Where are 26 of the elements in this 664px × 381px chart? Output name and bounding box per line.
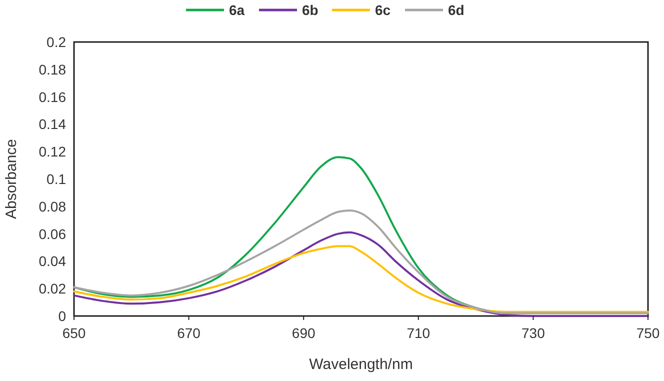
- x-tick-label: 750: [636, 325, 660, 341]
- y-tick-label: 0.02: [38, 280, 66, 297]
- legend-label: 6d: [448, 2, 464, 18]
- legend-label: 6c: [375, 2, 391, 18]
- y-tick-label: 0.14: [38, 116, 66, 132]
- line-series: [73, 231, 649, 317]
- y-tick-label: 0.06: [38, 226, 66, 242]
- legend-label: 6b: [302, 2, 318, 18]
- line-series: [73, 210, 649, 314]
- y-tick-label: 0: [58, 308, 66, 324]
- y-tick-label: 0.12: [38, 144, 66, 160]
- y-tick-label: 0.16: [38, 88, 66, 105]
- x-tick-label: 650: [62, 325, 86, 341]
- y-axis-title: Absorbance: [3, 138, 20, 220]
- line-series: [73, 245, 649, 313]
- x-tick-label: 690: [292, 325, 316, 341]
- y-tick-label: 0.1: [46, 171, 66, 187]
- y-tick-label: 0.2: [46, 34, 66, 50]
- x-tick-label: 730: [522, 325, 546, 341]
- y-tick-label: 0.04: [38, 253, 66, 270]
- legend-label: 6a: [229, 2, 245, 18]
- y-tick-label: 0.08: [38, 198, 66, 214]
- x-axis-title: Wavelength/nm: [309, 356, 413, 373]
- x-tick-label: 710: [406, 325, 430, 341]
- y-tick-label: 0.18: [38, 61, 66, 78]
- x-tick-label: 670: [177, 325, 201, 341]
